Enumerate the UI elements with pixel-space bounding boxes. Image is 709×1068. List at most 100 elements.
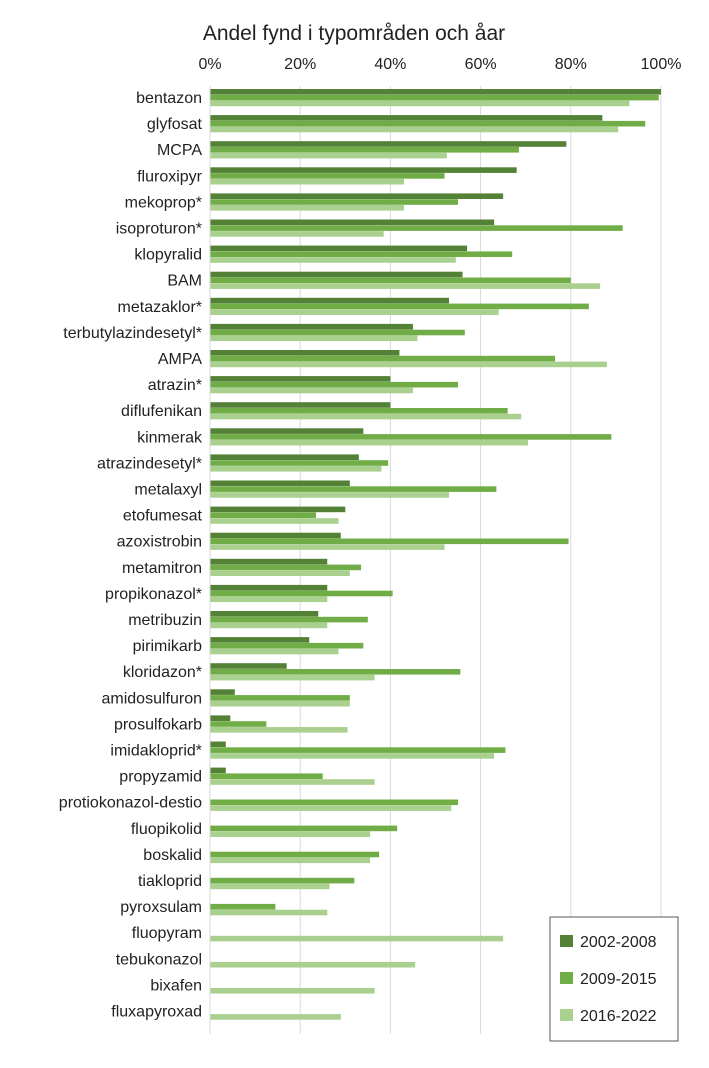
bar-2009-2015-atrazin*: [210, 381, 459, 388]
category-label: metribuzin: [128, 612, 202, 629]
bar-2016-2022-tiakloprid: [210, 883, 330, 890]
bar-2002-2008-fluroxipyr: [210, 167, 517, 173]
bar-2016-2022-mekoprop*: [210, 205, 404, 211]
category-label: AMPA: [158, 351, 202, 368]
bar-2009-2015-isoproturon*: [210, 225, 623, 231]
bar-2002-2008-metribuzin: [210, 611, 319, 617]
category-label: tebukonazol: [116, 951, 202, 968]
category-label: MCPA: [157, 142, 202, 159]
category-label: BAM: [167, 273, 202, 290]
bar-2016-2022-azoxistrobin: [210, 544, 445, 550]
bar-2009-2015-metazaklor*: [210, 303, 589, 310]
category-label: kloridazon*: [123, 664, 202, 681]
bar-2016-2022-etofumesat: [210, 518, 339, 524]
bar-2009-2015-atrazindesetyl*: [210, 460, 389, 466]
bar-2002-2008-glyfosat: [210, 115, 603, 121]
bar-2002-2008-propyzamid: [210, 767, 226, 774]
bar-2002-2008-metalaxyl: [210, 480, 350, 487]
category-label: pirimikarb: [133, 638, 202, 655]
legend-label: 2016-2022: [580, 1008, 657, 1025]
bar-2009-2015-metribuzin: [210, 616, 368, 623]
bar-2002-2008-mekoprop*: [210, 193, 504, 199]
bar-2016-2022-kloridazon*: [210, 674, 375, 681]
category-label: fluopikolid: [131, 821, 202, 838]
category-label: mekoprop*: [125, 194, 202, 211]
bar-2009-2015-AMPA: [210, 355, 556, 362]
bar-2016-2022-pyroxsulam: [210, 909, 328, 916]
bar-2009-2015-azoxistrobin: [210, 538, 569, 545]
bar-2016-2022-atrazindesetyl*: [210, 466, 382, 472]
bar-2009-2015-terbutylazindesetyl*: [210, 329, 465, 336]
bar-2009-2015-MCPA: [210, 147, 519, 153]
bar-2002-2008-imidakloprid*: [210, 741, 226, 748]
category-labels: bentazon glyfosat MCPA fluroxipyr mekoprop* i…: [59, 90, 203, 1021]
legend-swatch: [560, 972, 573, 984]
category-label: klopyralid: [134, 247, 202, 264]
bar-2002-2008-atrazindesetyl*: [210, 454, 359, 460]
category-label: propyzamid: [119, 769, 202, 786]
category-label: isoproturon*: [116, 221, 202, 238]
legend-swatch: [560, 935, 573, 947]
bar-2016-2022-fluopyram: [210, 935, 504, 942]
bar-2002-2008-pirimikarb: [210, 637, 310, 643]
category-label: imidakloprid*: [110, 743, 202, 760]
bar-2016-2022-isoproturon*: [210, 231, 384, 237]
bar-2002-2008-kinmerak: [210, 428, 364, 434]
bar-2016-2022-klopyralid: [210, 257, 456, 263]
bar-2002-2008-propikonazol*: [210, 584, 328, 591]
bar-2009-2015-etofumesat: [210, 512, 316, 518]
bar-2016-2022-metribuzin: [210, 622, 328, 629]
bar-2016-2022-bixafen: [210, 988, 375, 994]
bar-2002-2008-MCPA: [210, 141, 567, 147]
bar-2016-2022-metamitron: [210, 570, 350, 576]
category-label: terbutylazindesetyl*: [63, 325, 202, 342]
legend: 2002-2008 2009-2015 2016-2022: [549, 916, 679, 1042]
category-label: glyfosat: [147, 116, 203, 133]
legend-label: 2009-2015: [580, 971, 657, 988]
bar-2002-2008-metazaklor*: [210, 297, 450, 304]
bar-2016-2022-tebukonazol: [210, 961, 416, 968]
category-label: boskalid: [143, 847, 202, 864]
bar-2016-2022-metazaklor*: [210, 309, 499, 315]
category-label: bentazon: [136, 90, 202, 107]
category-label: etofumesat: [123, 508, 203, 525]
category-label: metamitron: [122, 560, 202, 577]
bar-2002-2008-AMPA: [210, 350, 400, 356]
bar-2009-2015-kinmerak: [210, 434, 612, 440]
bar-2009-2015-mekoprop*: [210, 199, 459, 205]
x-tick-label: 80%: [555, 56, 587, 73]
bar-2016-2022-glyfosat: [210, 126, 619, 133]
category-label: protiokonazol-destio: [59, 795, 202, 812]
bars: [209, 86, 661, 1034]
bar-2002-2008-atrazin*: [210, 376, 391, 382]
bar-2002-2008-terbutylazindesetyl*: [210, 323, 413, 330]
x-axis-ticks: 0% 20% 40% 60% 80% 100%: [198, 56, 681, 73]
bar-2016-2022-propyzamid: [210, 779, 375, 785]
bar-2002-2008-BAM: [210, 271, 463, 278]
bar-2009-2015-pirimikarb: [210, 642, 364, 649]
x-tick-label: 40%: [374, 56, 406, 73]
bar-2009-2015-propikonazol*: [210, 590, 393, 597]
bar-2002-2008-azoxistrobin: [210, 532, 341, 539]
category-label: kinmerak: [137, 429, 203, 446]
bar-2016-2022-AMPA: [210, 361, 607, 368]
bar-2009-2015-propyzamid: [210, 773, 323, 779]
bar-2009-2015-bentazon: [210, 94, 659, 101]
x-tick-label: 100%: [641, 56, 682, 73]
bar-2009-2015-klopyralid: [210, 251, 513, 257]
category-label: fluopyram: [132, 925, 202, 942]
x-tick-label: 20%: [284, 56, 316, 73]
category-label: prosulfokarb: [114, 716, 202, 733]
bar-2016-2022-boskalid: [210, 857, 371, 864]
bar-2009-2015-fluopikolid: [210, 825, 398, 832]
x-tick-label: 0%: [198, 56, 221, 73]
bar-2016-2022-diflufenikan: [210, 413, 522, 420]
legend-label: 2002-2008: [580, 934, 657, 951]
bar-2016-2022-terbutylazindesetyl*: [210, 335, 418, 342]
bar-2009-2015-diflufenikan: [210, 408, 508, 414]
bar-2016-2022-protiokonazol-destio: [210, 805, 452, 811]
bar-2016-2022-MCPA: [210, 152, 447, 159]
category-label: propikonazol*: [105, 586, 202, 603]
bar-2002-2008-bentazon: [210, 89, 661, 95]
